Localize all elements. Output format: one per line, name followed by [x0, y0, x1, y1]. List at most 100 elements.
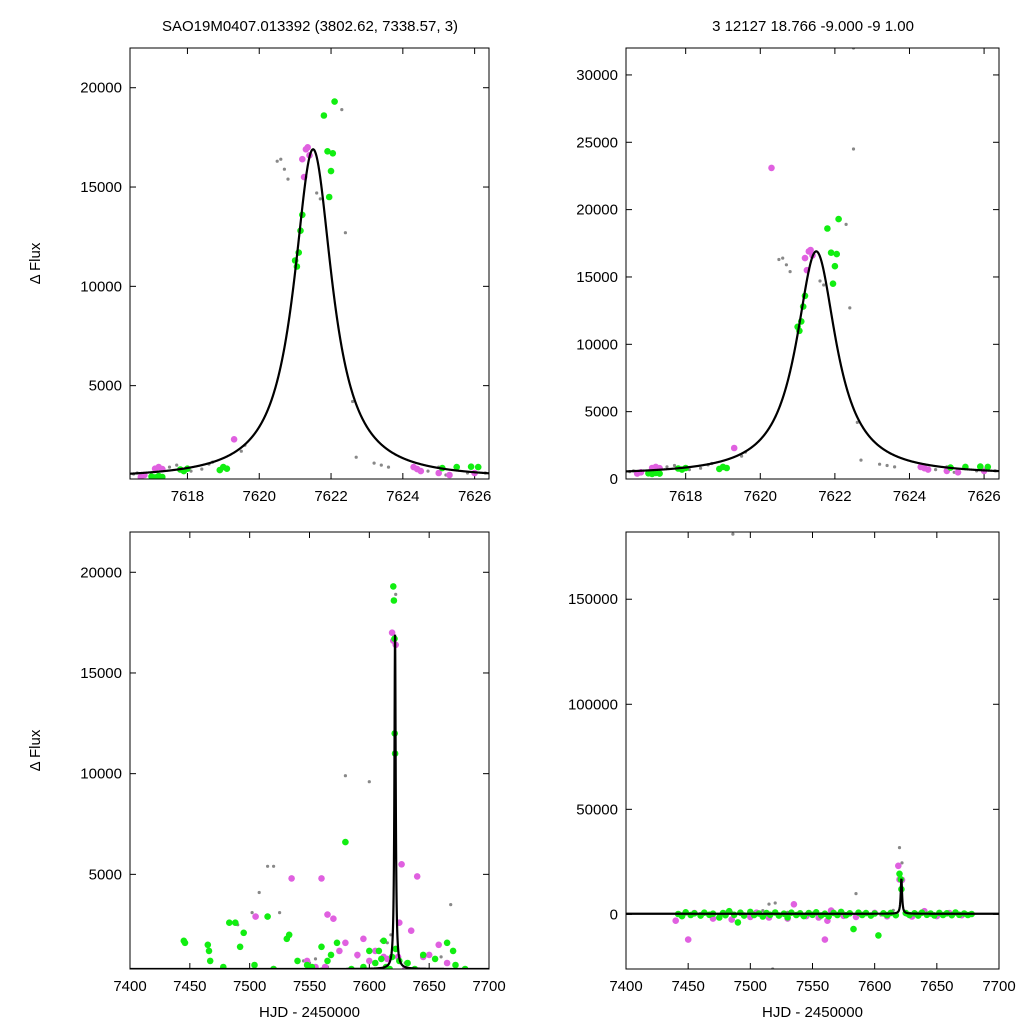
data-point-gray — [897, 846, 902, 850]
data-point-magenta — [288, 875, 295, 882]
data-point-gray — [934, 468, 938, 472]
data-point-green — [431, 955, 439, 963]
y-tick-label: 30000 — [576, 67, 618, 84]
chart-panel-bottom-right: 7400 7450 7500 7550 7600 7650 7700 0 50000 100000… — [568, 531, 1016, 1021]
data-point-magenta — [417, 467, 425, 475]
x-tick-label: 7500 — [734, 978, 767, 995]
data-point-green — [342, 838, 349, 846]
x-tick-label: 7550 — [796, 978, 829, 995]
data-point-gray — [343, 774, 347, 778]
data-point-gray — [379, 463, 383, 467]
data-point-green — [474, 463, 482, 471]
data-point-green — [452, 961, 459, 969]
data-point-gray — [282, 167, 286, 171]
data-point-green — [220, 963, 227, 969]
data-point-magenta — [435, 941, 443, 949]
data-point-gray — [372, 461, 376, 465]
chart-panel-bottom-left: 7400 7450 7500 7550 7600 7650 7700 5000 10000 150… — [27, 531, 506, 1021]
y-tick-label: 20000 — [576, 202, 618, 219]
x-tick-label: 7650 — [412, 978, 445, 995]
data-point-magenta — [324, 911, 331, 918]
model-curve — [626, 878, 999, 915]
data-point-gray — [781, 256, 785, 260]
data-point-gray — [767, 902, 771, 906]
data-point-magenta — [230, 436, 238, 443]
data-point-magenta — [407, 927, 415, 934]
data-point-green — [223, 465, 231, 473]
data-point-green — [723, 464, 730, 472]
data-point-gray — [175, 463, 179, 467]
plot-frame — [625, 47, 1000, 480]
plot-frame — [129, 531, 490, 970]
y-tick-label: 5000 — [89, 378, 122, 395]
data-point-magenta — [801, 254, 809, 262]
model-curve — [130, 148, 489, 475]
data-point-gray — [367, 780, 371, 784]
data-point-green — [324, 957, 331, 965]
y-tick-label: 0 — [610, 906, 618, 923]
data-point-gray — [426, 469, 430, 473]
x-tick-label: 7400 — [609, 978, 642, 995]
object-header-right: 3 12127 18.766 -9.000 -9 1.00 — [712, 18, 914, 35]
x-tick-label: 7400 — [113, 978, 146, 995]
model-curve — [626, 250, 999, 473]
model-curve — [130, 634, 489, 969]
data-point-gray — [740, 454, 744, 458]
data-point-green — [831, 262, 839, 270]
x-tick-label: 7618 — [171, 488, 204, 505]
y-axis-label: Δ Flux — [27, 242, 44, 284]
y-tick-label: 10000 — [80, 766, 122, 783]
data-point-gray — [286, 177, 290, 181]
data-point-green — [419, 951, 427, 959]
data-point-green — [850, 925, 857, 933]
data-point-green — [331, 98, 338, 105]
data-point-magenta — [425, 951, 433, 959]
object-header-left: SAO19M0407.013392 (3802.62, 7338.57, 3) — [162, 18, 458, 35]
data-point-magenta — [398, 861, 405, 868]
y-tick-label: 10000 — [80, 278, 122, 295]
data-point-green — [827, 249, 835, 256]
x-tick-label: 7650 — [920, 978, 953, 995]
x-axis-label: HJD - 2450000 — [259, 1004, 360, 1021]
data-point-gray — [239, 449, 243, 453]
data-point-green — [784, 914, 791, 921]
data-point-gray — [854, 892, 858, 896]
data-point-magenta — [672, 917, 679, 924]
data-point-magenta — [354, 951, 361, 959]
data-point-gray — [773, 901, 777, 905]
data-point-green — [159, 473, 166, 479]
x-tick-label: 7622 — [314, 488, 347, 505]
data-point-magenta — [895, 862, 902, 870]
data-point-gray — [343, 231, 347, 235]
data-point-green — [829, 280, 837, 288]
y-tick-label: 10000 — [576, 336, 618, 353]
data-point-green — [327, 167, 335, 175]
data-point-gray — [257, 890, 261, 895]
data-point-green — [875, 932, 882, 939]
data-point-green — [360, 963, 367, 969]
data-point-magenta — [299, 155, 306, 163]
data-point-gray — [386, 465, 391, 469]
data-point-gray — [167, 465, 172, 469]
data-point-green — [656, 470, 663, 477]
data-point-gray — [340, 108, 344, 112]
data-point-magenta — [821, 936, 829, 943]
x-tick-label: 7550 — [293, 978, 326, 995]
x-tick-label: 7500 — [233, 978, 266, 995]
y-tick-label: 5000 — [89, 866, 122, 883]
y-tick-label: 20000 — [80, 80, 122, 97]
data-point-green — [443, 939, 451, 947]
data-point-gray — [761, 909, 765, 913]
data-point-green — [318, 943, 325, 951]
data-point-green — [366, 947, 373, 955]
data-point-green — [329, 150, 337, 157]
chart-panel-top-left: 7618 7620 7622 7624 7626 5000 10000 15000 20000 Δ… — [27, 47, 491, 505]
y-tick-label: 20000 — [80, 564, 122, 581]
data-point-magenta — [730, 444, 738, 452]
data-point-gray — [893, 465, 897, 469]
data-points — [626, 532, 999, 969]
data-point-magenta — [807, 246, 814, 254]
data-point-green — [285, 931, 293, 939]
data-point-gray — [822, 283, 826, 287]
x-tick-label: 7450 — [671, 978, 704, 995]
